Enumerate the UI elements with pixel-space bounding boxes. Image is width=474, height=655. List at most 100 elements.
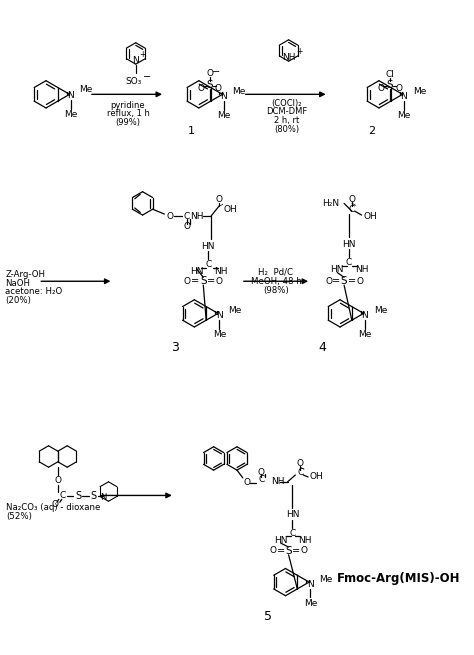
Text: Me: Me bbox=[319, 575, 333, 584]
Text: OH: OH bbox=[224, 205, 237, 214]
Text: 2: 2 bbox=[368, 126, 375, 136]
Text: O: O bbox=[183, 277, 190, 286]
Text: (20%): (20%) bbox=[5, 296, 31, 305]
Text: O: O bbox=[356, 277, 363, 286]
Text: Cl: Cl bbox=[385, 70, 394, 79]
Text: Me: Me bbox=[358, 330, 372, 339]
Text: H₂N: H₂N bbox=[322, 199, 339, 208]
Text: C: C bbox=[289, 529, 296, 538]
Text: O: O bbox=[243, 478, 250, 487]
Text: =: = bbox=[207, 276, 215, 286]
Text: 4: 4 bbox=[319, 341, 327, 354]
Text: O: O bbox=[55, 476, 61, 485]
Text: 2 h, rt: 2 h, rt bbox=[274, 116, 299, 125]
Text: 5: 5 bbox=[264, 610, 272, 623]
Text: −: − bbox=[143, 73, 152, 83]
Text: SO₃: SO₃ bbox=[126, 77, 142, 86]
Text: NH: NH bbox=[271, 477, 284, 486]
Text: H₂  Pd/C: H₂ Pd/C bbox=[258, 267, 293, 276]
Text: S: S bbox=[200, 276, 207, 286]
Text: +: + bbox=[139, 50, 146, 59]
Text: HN: HN bbox=[330, 265, 344, 274]
Text: Me: Me bbox=[413, 87, 426, 96]
Text: C: C bbox=[297, 468, 303, 477]
Text: N: N bbox=[216, 312, 223, 320]
Text: (98%): (98%) bbox=[263, 286, 289, 295]
Text: Me: Me bbox=[79, 85, 92, 94]
Text: (COCl)₂: (COCl)₂ bbox=[272, 99, 302, 107]
Text: O: O bbox=[325, 277, 332, 286]
Text: MeOH, 48 h: MeOH, 48 h bbox=[251, 277, 301, 286]
Text: N: N bbox=[220, 92, 227, 102]
Text: reflux, 1 h: reflux, 1 h bbox=[107, 109, 149, 119]
Text: NH: NH bbox=[214, 267, 228, 276]
Text: O: O bbox=[197, 84, 204, 93]
Text: C: C bbox=[60, 491, 66, 500]
Text: O: O bbox=[258, 468, 265, 477]
Text: OH: OH bbox=[364, 212, 377, 221]
Text: O: O bbox=[206, 69, 213, 79]
Text: O: O bbox=[215, 84, 222, 93]
Text: HN: HN bbox=[274, 536, 288, 545]
Text: N: N bbox=[401, 92, 407, 102]
Text: Me: Me bbox=[213, 330, 226, 339]
Text: O: O bbox=[215, 277, 222, 286]
Text: C: C bbox=[183, 212, 190, 221]
Text: S: S bbox=[91, 491, 97, 502]
Text: HN: HN bbox=[190, 267, 203, 276]
Text: HN: HN bbox=[201, 242, 215, 251]
Text: C: C bbox=[258, 476, 264, 484]
Text: NH: NH bbox=[299, 536, 312, 545]
Text: (80%): (80%) bbox=[274, 125, 299, 134]
Text: O: O bbox=[167, 212, 173, 221]
Text: C: C bbox=[346, 258, 352, 267]
Text: S: S bbox=[341, 276, 347, 286]
Text: NH: NH bbox=[190, 212, 203, 221]
Text: N: N bbox=[362, 312, 368, 320]
Text: +: + bbox=[296, 47, 302, 56]
Text: (99%): (99%) bbox=[116, 118, 140, 127]
Text: NH: NH bbox=[355, 265, 368, 274]
Text: Me: Me bbox=[217, 111, 230, 120]
Text: acetone: H₂O: acetone: H₂O bbox=[5, 288, 63, 297]
Text: S: S bbox=[386, 80, 393, 90]
Text: N: N bbox=[132, 56, 139, 65]
Text: Na₂CO₃ (aq) - dioxane: Na₂CO₃ (aq) - dioxane bbox=[6, 502, 100, 512]
Text: O: O bbox=[301, 546, 308, 555]
Text: Me: Me bbox=[374, 307, 387, 315]
Text: O: O bbox=[377, 84, 384, 93]
Text: HN: HN bbox=[342, 240, 356, 249]
Text: 3: 3 bbox=[171, 341, 179, 354]
Text: O: O bbox=[297, 458, 304, 468]
Text: S: S bbox=[285, 546, 292, 556]
Text: =: = bbox=[332, 276, 340, 286]
Text: Me: Me bbox=[64, 110, 78, 119]
Text: Fmoc-Arg(MIS)-OH: Fmoc-Arg(MIS)-OH bbox=[337, 572, 460, 585]
Text: (52%): (52%) bbox=[6, 512, 32, 521]
Text: O: O bbox=[52, 500, 58, 509]
Text: N: N bbox=[307, 580, 314, 589]
Text: O: O bbox=[215, 195, 222, 204]
Text: O: O bbox=[395, 84, 402, 93]
Text: O: O bbox=[183, 222, 190, 231]
Text: N: N bbox=[68, 92, 74, 100]
Text: N: N bbox=[100, 493, 107, 502]
Text: Me: Me bbox=[397, 111, 410, 120]
Text: Me: Me bbox=[228, 307, 241, 315]
Text: HN: HN bbox=[286, 510, 299, 519]
Text: Z-Arg-OH: Z-Arg-OH bbox=[5, 270, 46, 279]
Text: S: S bbox=[75, 491, 82, 502]
Text: O: O bbox=[270, 546, 276, 555]
Text: Me: Me bbox=[233, 87, 246, 96]
Text: =: = bbox=[348, 276, 356, 286]
Text: −: − bbox=[212, 67, 220, 77]
Text: S: S bbox=[206, 80, 213, 90]
Text: OH: OH bbox=[309, 472, 323, 481]
Text: NaOH: NaOH bbox=[5, 278, 30, 288]
Text: pyridine: pyridine bbox=[110, 100, 145, 109]
Text: =: = bbox=[191, 276, 200, 286]
Text: DCM-DMF: DCM-DMF bbox=[266, 107, 307, 117]
Text: C: C bbox=[205, 260, 211, 269]
Text: NH: NH bbox=[282, 53, 295, 62]
Text: C: C bbox=[349, 205, 355, 214]
